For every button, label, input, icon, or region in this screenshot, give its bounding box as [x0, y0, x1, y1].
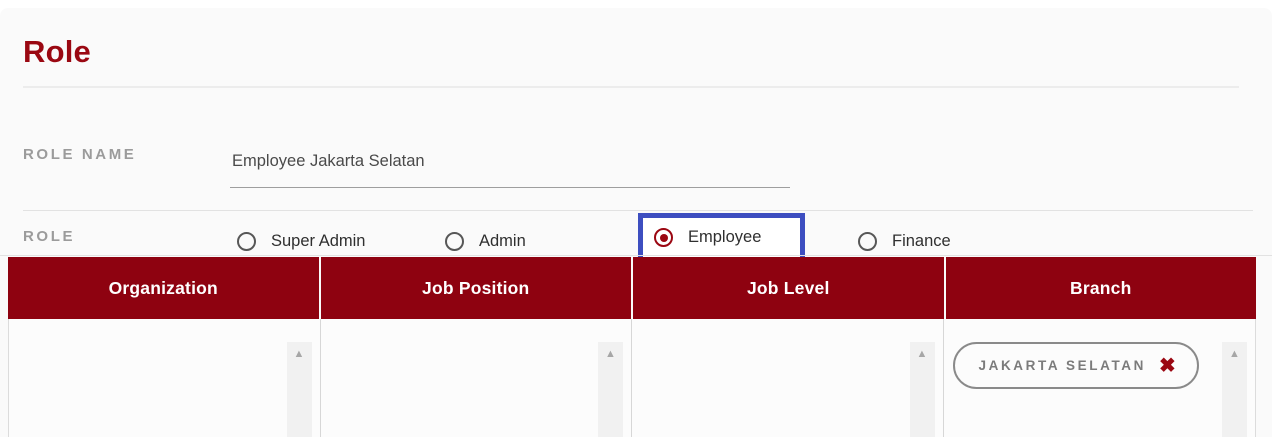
column-header-job-level: Job Level	[633, 257, 944, 319]
role-name-label: ROLE NAME	[23, 146, 137, 163]
branch-tag-jakarta-selatan[interactable]: JAKARTA SELATAN ✖	[952, 342, 1199, 389]
job-level-scrollbar[interactable]: ▲	[909, 342, 935, 437]
organization-list-cell: ▲	[9, 319, 321, 437]
remove-tag-icon[interactable]: ✖	[1159, 354, 1176, 377]
column-header-job-position: Job Position	[320, 257, 631, 319]
radio-option-label: Admin	[479, 231, 526, 250]
role-assignment-table: Organization Job Position Job Level Bran…	[8, 257, 1256, 437]
radio-selected-icon[interactable]	[654, 228, 673, 247]
job-level-list-cell: ▲	[632, 319, 944, 437]
column-header-branch: Branch	[945, 257, 1256, 319]
radio-option-finance[interactable]: Finance	[858, 230, 951, 252]
page-title: Role	[23, 34, 91, 69]
radio-option-admin[interactable]: Admin	[445, 230, 526, 252]
table-body: ▲ ▲ ▲ JAKARTA SELATAN ✖ ▲	[8, 319, 1256, 437]
title-divider	[23, 86, 1239, 88]
scroll-up-icon[interactable]: ▲	[916, 348, 928, 360]
table-header-row: Organization Job Position Job Level Bran…	[8, 257, 1256, 319]
radio-option-label: Super Admin	[271, 231, 366, 250]
scroll-up-icon[interactable]: ▲	[293, 348, 305, 360]
radio-icon[interactable]	[237, 231, 256, 251]
role-form-card: Role ROLE NAME ROLE Super Admin Admin Em…	[0, 8, 1272, 437]
organization-scrollbar[interactable]: ▲	[286, 342, 312, 437]
role-name-input[interactable]	[230, 146, 790, 188]
role-row-divider	[23, 210, 1253, 211]
radio-icon[interactable]	[445, 231, 464, 251]
scroll-up-icon[interactable]: ▲	[1229, 348, 1240, 360]
radio-option-super-admin[interactable]: Super Admin	[237, 230, 365, 252]
branch-scrollbar[interactable]: ▲	[1222, 342, 1247, 437]
radio-option-label: Employee	[688, 228, 762, 246]
column-header-organization: Organization	[8, 257, 319, 319]
job-position-scrollbar[interactable]: ▲	[598, 342, 623, 437]
radio-option-label: Finance	[892, 231, 951, 250]
branch-list-cell: JAKARTA SELATAN ✖ ▲	[944, 319, 1256, 437]
table-top-divider	[0, 255, 1272, 256]
role-label: ROLE	[23, 228, 76, 245]
branch-tag-label: JAKARTA SELATAN	[978, 358, 1146, 373]
scroll-up-icon[interactable]: ▲	[605, 348, 616, 360]
job-position-list-cell: ▲	[321, 319, 632, 437]
radio-icon[interactable]	[858, 231, 877, 251]
